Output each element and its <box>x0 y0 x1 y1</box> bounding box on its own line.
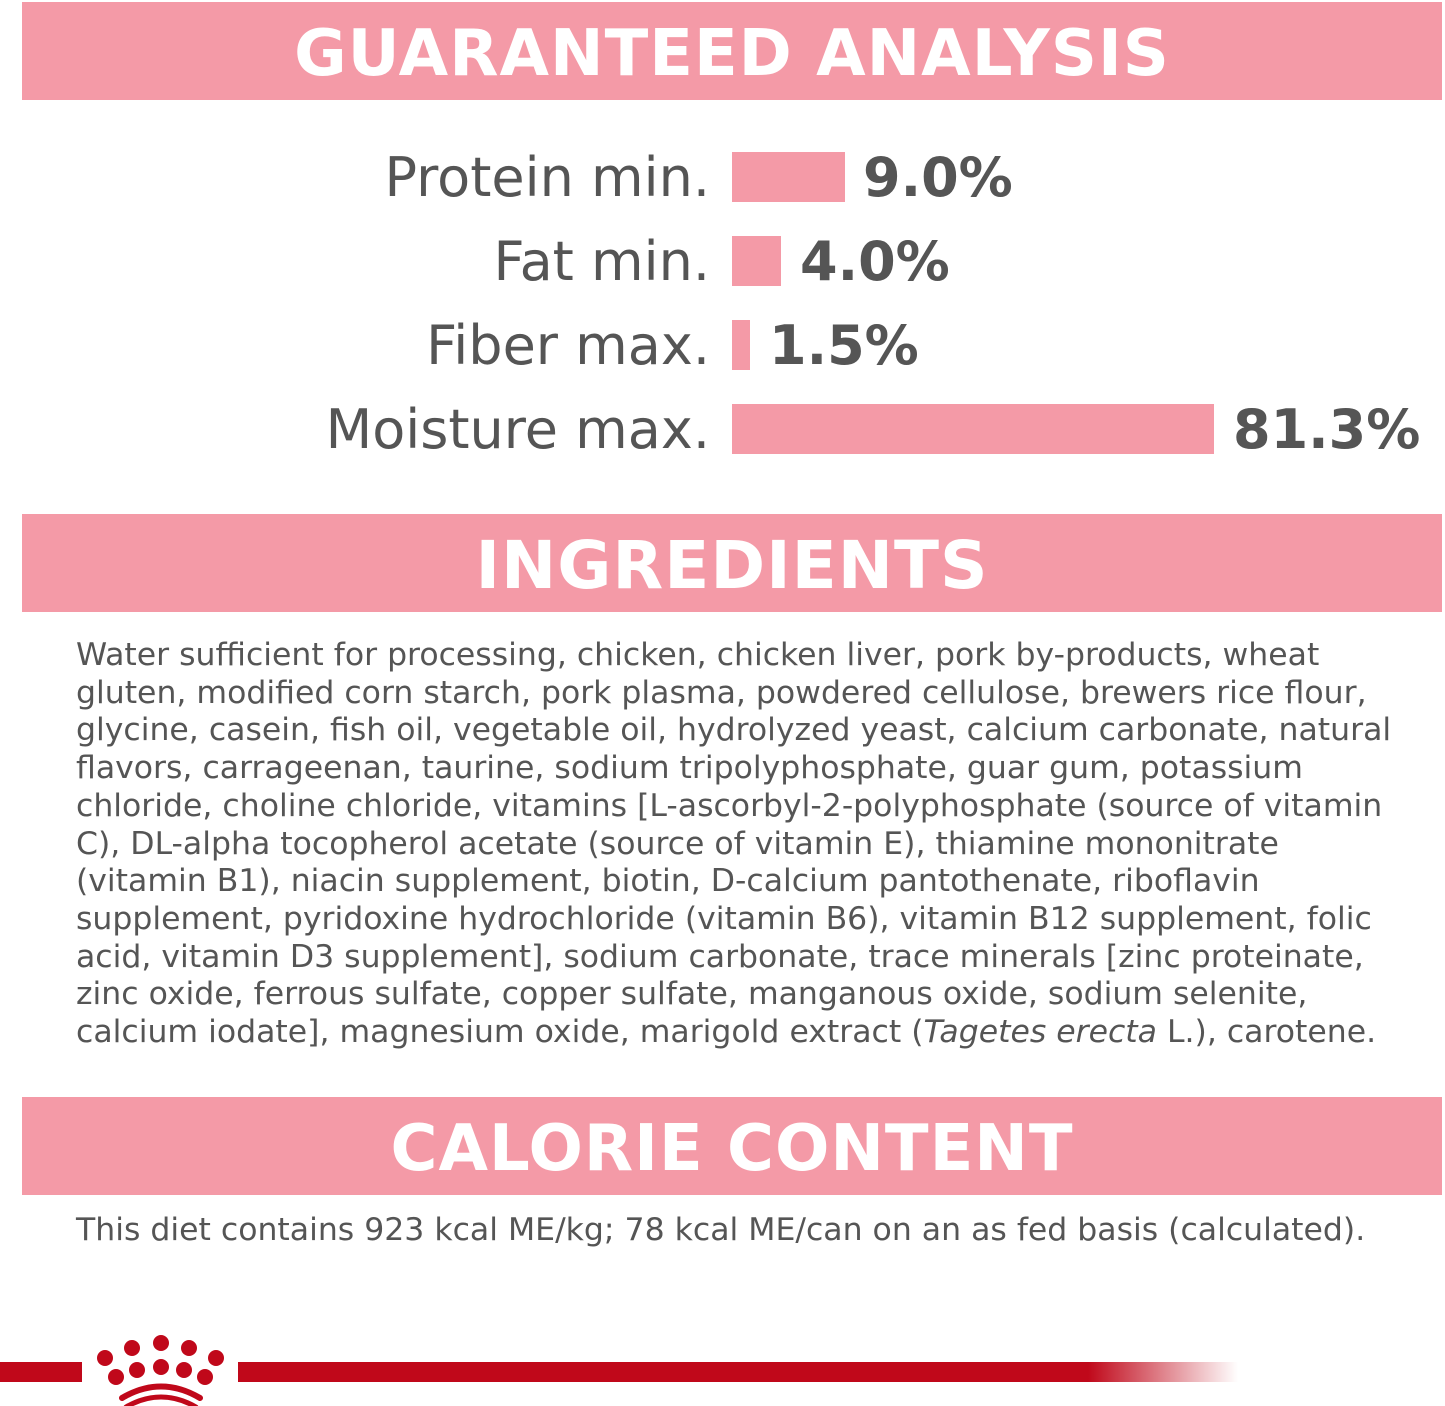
ingredients-header: INGREDIENTS <box>22 514 1442 612</box>
analysis-row-fat: Fat min. 4.0% <box>0 232 1445 292</box>
footer-line-right <box>238 1362 1238 1382</box>
crown-logo-icon <box>97 1335 224 1406</box>
analysis-row-moisture: Moisture max. 81.3% <box>0 400 1445 460</box>
analysis-label: Moisture max. <box>325 398 710 461</box>
analysis-label: Fat min. <box>493 230 710 293</box>
ingredients-end: L.), carotene. <box>1156 1014 1377 1051</box>
analysis-value: 9.0% <box>863 146 1013 209</box>
ingredients-italic: Tagetes erecta <box>923 1014 1157 1051</box>
analysis-row-fiber: Fiber max. 1.5% <box>0 316 1445 376</box>
analysis-label: Protein min. <box>384 146 710 209</box>
analysis-value: 81.3% <box>1233 398 1421 461</box>
guaranteed-analysis-header: GUARANTEED ANALYSIS <box>22 2 1442 100</box>
analysis-bar-protein <box>732 152 845 202</box>
analysis-value: 4.0% <box>800 230 950 293</box>
ingredients-main: Water sufficient for processing, chicken… <box>76 637 1392 1051</box>
analysis-row-protein: Protein min. 9.0% <box>0 148 1445 208</box>
analysis-bar-fiber <box>732 320 750 370</box>
ingredients-text: Water sufficient for processing, chicken… <box>76 637 1416 1052</box>
analysis-label: Fiber max. <box>426 314 710 377</box>
analysis-bar-fat <box>732 236 781 286</box>
analysis-bar-moisture <box>732 404 1214 454</box>
calorie-content-header: CALORIE CONTENT <box>22 1097 1442 1195</box>
footer-line-left <box>0 1362 82 1382</box>
analysis-value: 1.5% <box>769 314 919 377</box>
calorie-content-text: This diet contains 923 kcal ME/kg; 78 kc… <box>76 1212 1366 1248</box>
